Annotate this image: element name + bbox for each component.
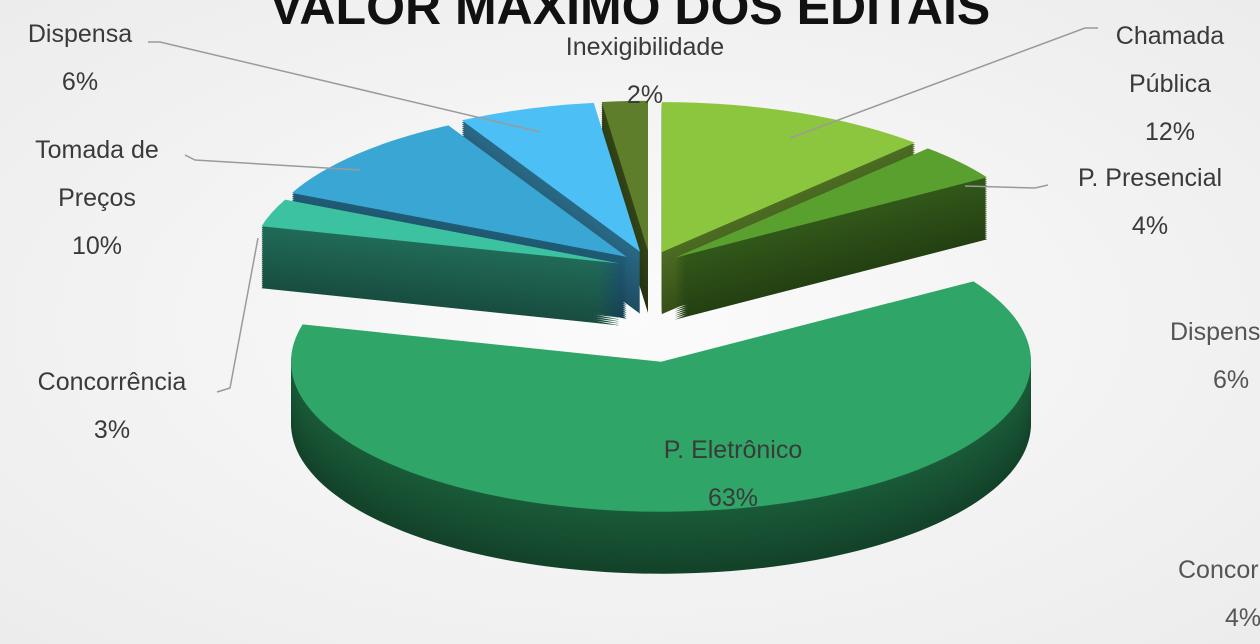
slice-value-label: 4% (1131, 212, 1169, 240)
chart-title: VALOR MÁXIMO DOS EDITAIS (269, 0, 991, 35)
leader-line (964, 184, 1049, 189)
slice-value-label: 6% (61, 68, 99, 96)
slice (674, 148, 988, 320)
background-label: Dispensa (1170, 318, 1260, 346)
leader-line (148, 41, 541, 133)
slice-top (261, 199, 620, 264)
slice-value-label: 12% (1144, 118, 1196, 146)
leader-line (184, 154, 361, 171)
slice-top (601, 100, 648, 251)
slice-label: Concorrência (37, 368, 187, 396)
slice-top (291, 125, 627, 257)
slice-top (461, 102, 641, 252)
background-label: Concorrência (1178, 556, 1260, 584)
slice-top (674, 148, 988, 258)
slice-value-label: 2% (626, 81, 664, 109)
slice-value-label: 3% (93, 416, 131, 444)
background-label: 6% (1213, 366, 1250, 394)
slice-value-label: 63% (707, 484, 759, 512)
slice-label: Tomada de Preços (35, 136, 159, 212)
leader-line (789, 27, 1098, 139)
slice-top (661, 102, 916, 253)
slice (291, 281, 1032, 574)
slice-top (291, 281, 1032, 512)
leader-line (216, 237, 259, 393)
slice-label: P. Presencial (1077, 164, 1223, 192)
slice (261, 199, 620, 326)
slice-label: Dispensa (27, 20, 133, 48)
slice-label: P. Eletrônico (663, 436, 803, 464)
slice-value-label: 10% (71, 232, 123, 260)
background-label: 4% (1225, 604, 1260, 632)
slice-label: Chamada Pública (1115, 22, 1225, 98)
slice-label: Inexigibilidade (565, 33, 725, 61)
